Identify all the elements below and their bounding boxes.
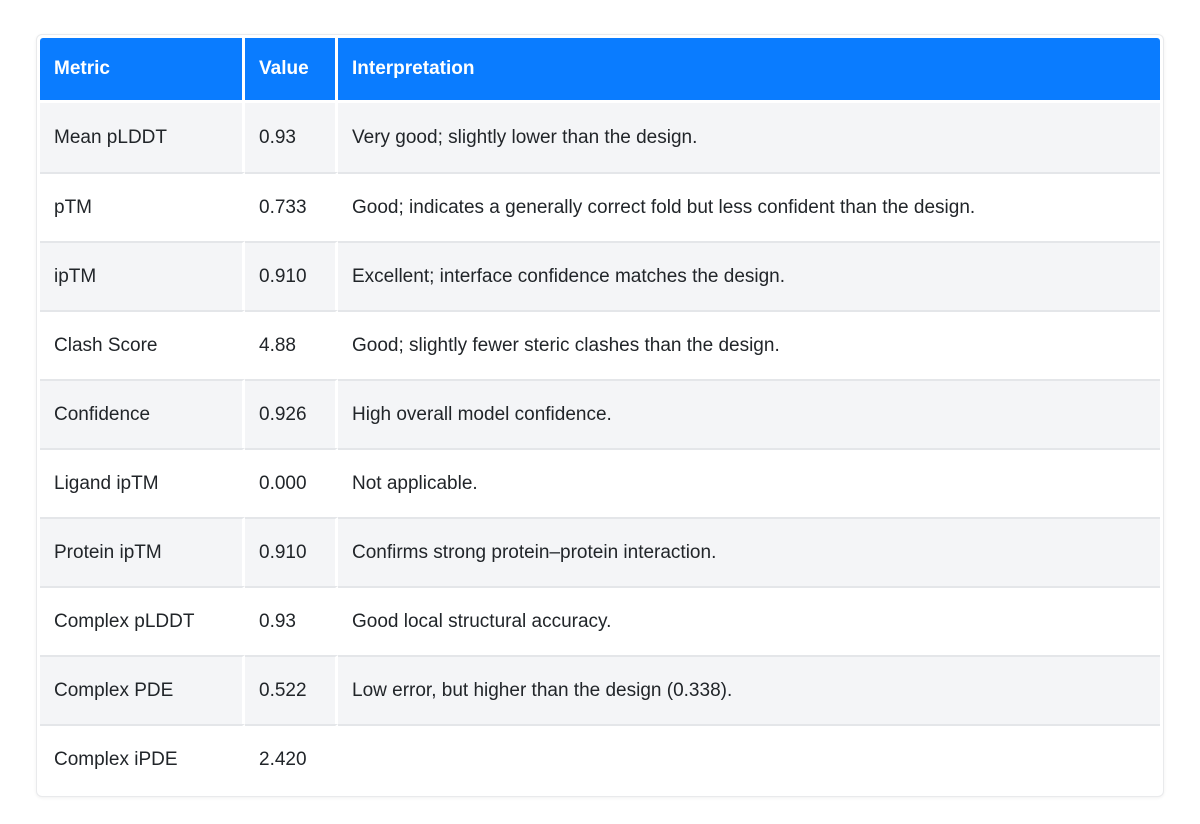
metric-cell: Complex pLDDT — [40, 586, 245, 655]
interpretation-cell: High overall model confidence. — [338, 379, 1160, 448]
value-cell: 4.88 — [245, 310, 338, 379]
metric-cell: Complex iPDE — [40, 724, 245, 793]
value-cell: 0.926 — [245, 379, 338, 448]
table-row: Clash Score 4.88 Good; slightly fewer ster… — [40, 310, 1160, 379]
value-cell: 0.000 — [245, 448, 338, 517]
metric-cell: ipTM — [40, 241, 245, 310]
metric-cell: Protein ipTM — [40, 517, 245, 586]
column-header-metric: Metric — [40, 38, 245, 103]
metric-cell: Complex PDE — [40, 655, 245, 724]
metric-cell: Confidence — [40, 379, 245, 448]
table-row: Ligand ipTM 0.000 Not applicable. — [40, 448, 1160, 517]
table-row: Complex PDE 0.522 Low error, but higher th… — [40, 655, 1160, 724]
column-header-value: Value — [245, 38, 338, 103]
interpretation-cell: Low error, but higher than the design (0… — [338, 655, 1160, 724]
interpretation-cell: Confirms strong protein–protein interact… — [338, 517, 1160, 586]
interpretation-cell: Good local structural accuracy. — [338, 586, 1160, 655]
metrics-table-container: Metric Value Interpretation Mean pLDDT 0.93… — [36, 34, 1164, 797]
interpretation-cell: Good; indicates a generally correct fold… — [338, 172, 1160, 241]
value-cell: 0.733 — [245, 172, 338, 241]
interpretation-cell — [338, 724, 1160, 793]
table-row: Complex pLDDT 0.93 Good local structural a… — [40, 586, 1160, 655]
table-row: Complex iPDE 2.420 — [40, 724, 1160, 793]
value-cell: 2.420 — [245, 724, 338, 793]
interpretation-cell: Not applicable. — [338, 448, 1160, 517]
column-header-interpretation: Interpretation — [338, 38, 1160, 103]
interpretation-cell: Good; slightly fewer steric clashes than… — [338, 310, 1160, 379]
value-cell: 0.522 — [245, 655, 338, 724]
metric-cell: Mean pLDDT — [40, 103, 245, 172]
header-row: Metric Value Interpretation — [40, 38, 1160, 103]
table-row: Protein ipTM 0.910 Confirms strong protein… — [40, 517, 1160, 586]
metrics-table-header: Metric Value Interpretation — [40, 38, 1160, 103]
metric-cell: Ligand ipTM — [40, 448, 245, 517]
value-cell: 0.93 — [245, 103, 338, 172]
table-row: ipTM 0.910 Excellent; interface confidence… — [40, 241, 1160, 310]
metric-cell: Clash Score — [40, 310, 245, 379]
interpretation-cell: Very good; slightly lower than the desig… — [338, 103, 1160, 172]
value-cell: 0.910 — [245, 241, 338, 310]
metric-cell: pTM — [40, 172, 245, 241]
table-row: Confidence 0.926 High overall model confid… — [40, 379, 1160, 448]
metrics-table-body: Mean pLDDT 0.93 Very good; slightly lower … — [40, 103, 1160, 793]
value-cell: 0.93 — [245, 586, 338, 655]
table-row: pTM 0.733 Good; indicates a generally corr… — [40, 172, 1160, 241]
table-row: Mean pLDDT 0.93 Very good; slightly lower … — [40, 103, 1160, 172]
interpretation-cell: Excellent; interface confidence matches … — [338, 241, 1160, 310]
metrics-table: Metric Value Interpretation Mean pLDDT 0.93… — [40, 38, 1160, 793]
value-cell: 0.910 — [245, 517, 338, 586]
